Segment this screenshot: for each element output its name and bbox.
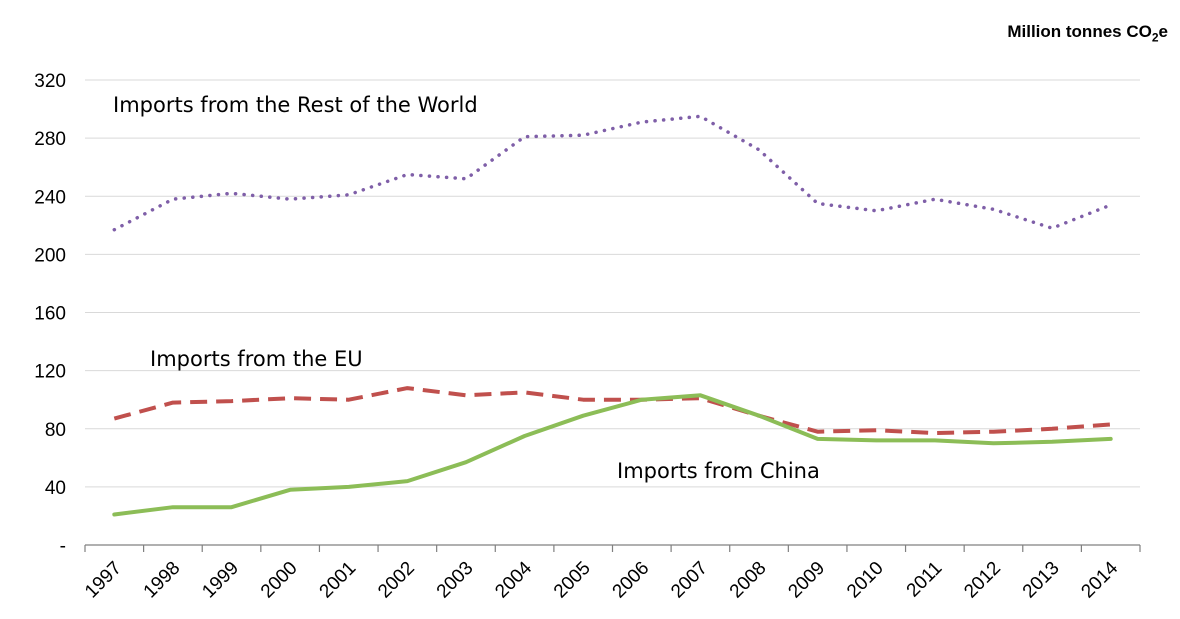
- x-tick-label: 2013: [1019, 558, 1064, 603]
- x-tick-label: 2003: [433, 558, 478, 603]
- series-annotations: Imports from the Rest of the World Import…: [113, 93, 820, 483]
- x-tick-label: 2007: [667, 558, 712, 603]
- y-tick-label: 120: [34, 362, 66, 383]
- y-tick-label: 240: [34, 187, 66, 208]
- x-tick-labels: 1997 1998 1999 2000 2001 2002 2003 2004 2005 2006…: [81, 557, 1122, 602]
- y-tick-label: 160: [34, 304, 66, 325]
- x-tick-label: 2004: [491, 557, 536, 602]
- series-label: Imports from China: [617, 459, 820, 483]
- x-tick-label: 2005: [550, 558, 595, 603]
- x-tick-label: 2008: [726, 558, 771, 603]
- x-tick-label: 2006: [609, 558, 654, 603]
- gridlines: [85, 79, 1140, 488]
- y-tick-label: 200: [34, 245, 66, 266]
- unit-label: Million tonnes CO2e: [1007, 22, 1168, 45]
- x-tick-label: 2012: [960, 558, 1005, 603]
- series-label: Imports from the EU: [150, 347, 363, 371]
- series-line-imports-from-the-rest-of-the-world: [112, 114, 1113, 232]
- series-lines: [112, 114, 1113, 517]
- x-tick-label: 2014: [1077, 557, 1122, 602]
- x-tick-label: 2011: [903, 558, 947, 602]
- series-line-imports-from-the-eu: [113, 386, 1111, 436]
- series-line-imports-from-china: [112, 393, 1113, 517]
- y-tick-label: -: [60, 536, 66, 557]
- x-tick-label: 2000: [257, 558, 302, 603]
- x-tick-label: 2001: [316, 558, 361, 603]
- x-tick-label: 1999: [198, 558, 243, 603]
- axes: [84, 544, 1141, 552]
- y-tick-label: 280: [34, 129, 66, 150]
- y-tick-label: 80: [45, 420, 66, 441]
- x-tick-label: 1997: [81, 558, 126, 603]
- x-tick-label: 2009: [784, 558, 829, 603]
- x-tick-label: 2010: [843, 558, 888, 603]
- y-tick-label: 320: [34, 71, 66, 92]
- y-tick-labels: - 40 80 120 160 200 240 280 320: [34, 71, 66, 557]
- series-label: Imports from the Rest of the World: [113, 93, 478, 117]
- x-tick-label: 2002: [374, 558, 419, 603]
- y-tick-label: 40: [45, 478, 66, 499]
- x-tick-label: 1998: [140, 558, 185, 603]
